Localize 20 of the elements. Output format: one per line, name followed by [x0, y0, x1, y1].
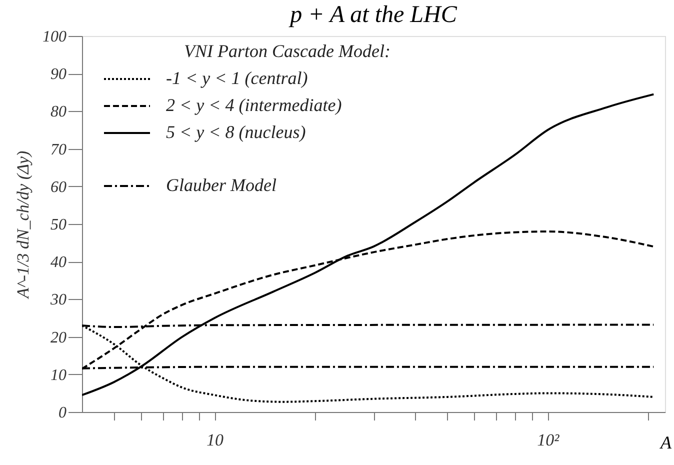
y-tick-label: 90	[50, 66, 66, 84]
legend-label: 5 < y < 8 (nucleus)	[166, 122, 306, 142]
y-tick-label: 60	[50, 178, 66, 196]
x-tick-label: 10²	[537, 430, 560, 450]
y-tick-label: 30	[50, 292, 66, 309]
y-tick-label: 20	[50, 329, 66, 346]
x-axis-title: A	[660, 432, 672, 452]
legend-title: VNI Parton Cascade Model:	[184, 41, 390, 61]
legend-label: Glauber Model	[166, 175, 276, 195]
chart-title: p + A at the LHC	[288, 2, 458, 28]
y-tick-label: 70	[50, 141, 66, 158]
y-tick-label: 40	[50, 254, 66, 272]
legend-label: 2 < y < 4 (intermediate)	[166, 95, 342, 115]
y-axis-title: A^-1/3 dN_ch/dy (Δy)	[14, 150, 32, 300]
y-tick-label: 100	[42, 28, 66, 46]
y-tick-label: 0	[58, 404, 66, 422]
y-tick-label: 50	[50, 216, 66, 234]
y-tick-label: 80	[50, 104, 66, 121]
y-tick-label: 10	[50, 366, 66, 384]
legend-label: -1 < y < 1 (central)	[166, 68, 308, 88]
